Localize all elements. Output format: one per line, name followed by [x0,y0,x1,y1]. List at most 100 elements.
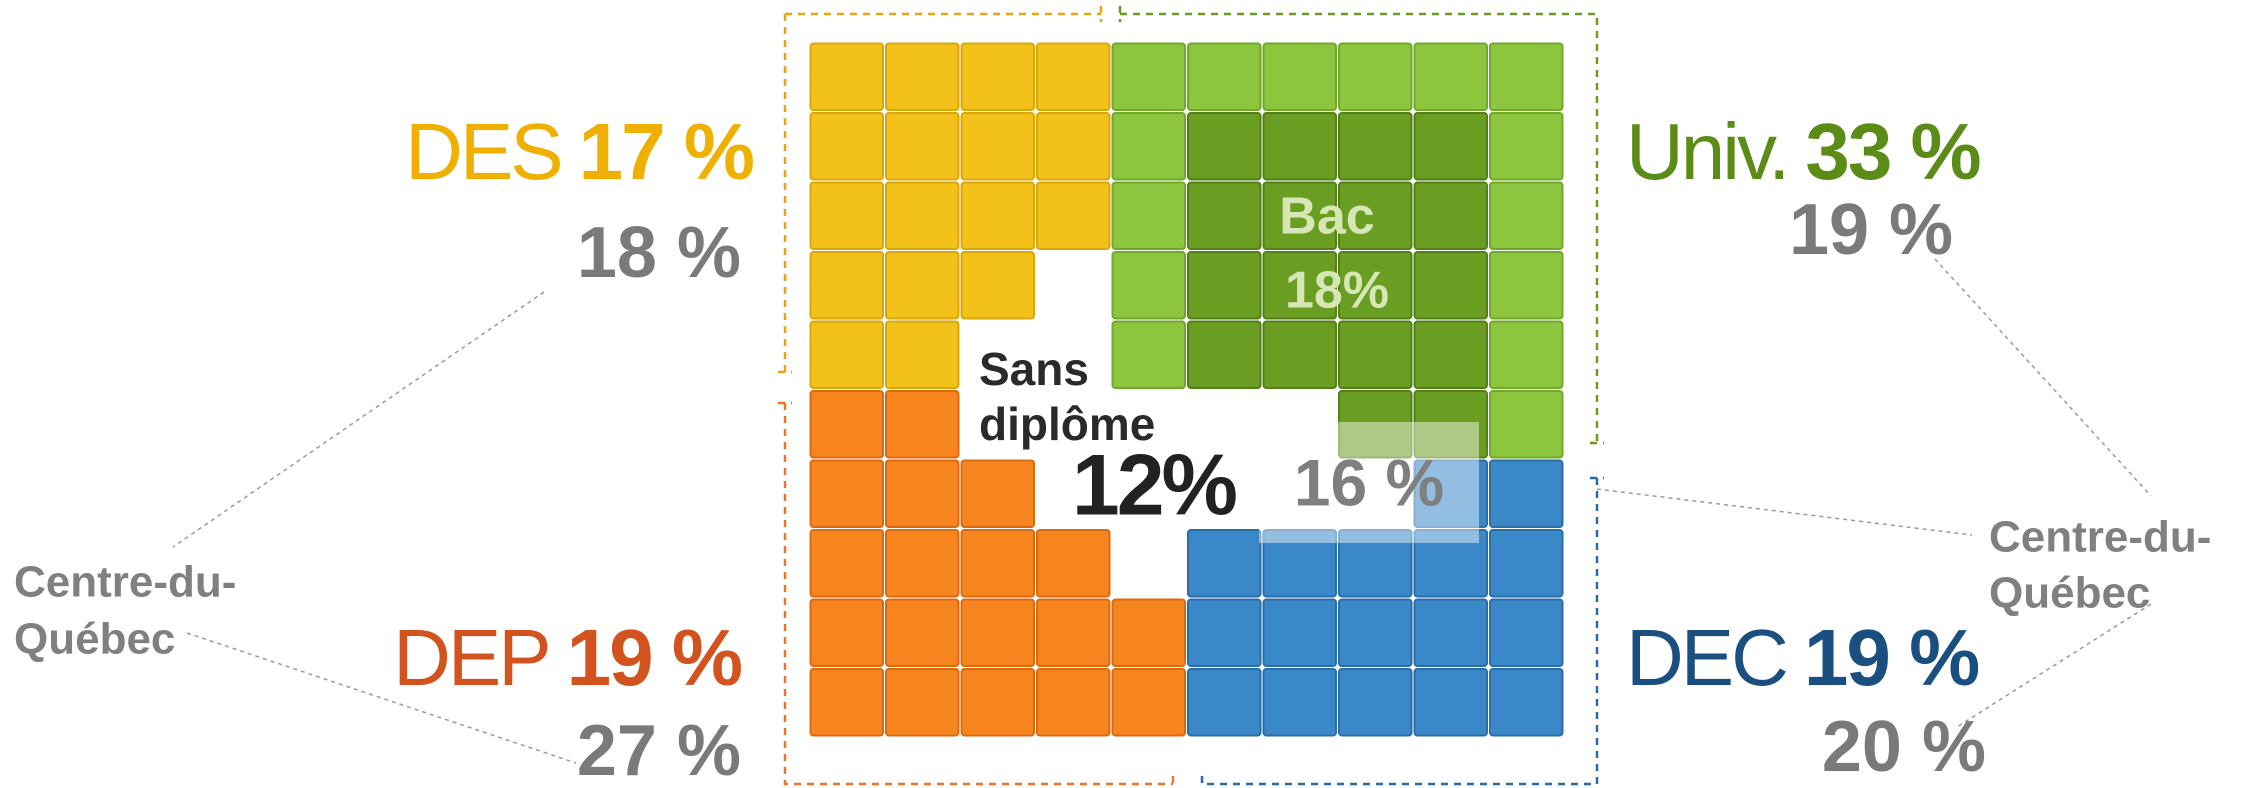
cube [1188,113,1261,180]
cube [811,600,884,667]
cube [1339,600,1412,667]
infographic: DES17 % 18 % Univ.33 % 19 % DEP19 % 27 %… [0,0,2256,788]
cube [886,461,959,528]
sans-value: 12% [1072,438,1237,534]
cube [962,113,1035,180]
cube [811,252,884,319]
cube [1490,44,1563,111]
cube [886,252,959,319]
cube [1188,669,1261,736]
sans-regional: 16 % [1294,445,1444,519]
cube [1113,669,1186,736]
cube [1415,113,1488,180]
group-value: 33 % [1805,107,1980,196]
cube [962,600,1035,667]
regional-value: 20 % [1822,707,1986,787]
cube [1264,113,1337,180]
cube [886,391,959,458]
cube [1490,113,1563,180]
guide-line [1957,604,2151,727]
cube [1037,113,1110,180]
cube [1415,183,1488,250]
cube [962,183,1035,250]
cube [1490,669,1563,736]
cube [1037,669,1110,736]
cube [1490,530,1563,597]
regional-value: 19 % [1789,190,1953,270]
group-value: 17 % [579,107,754,196]
cube [1264,44,1337,111]
cube [811,391,884,458]
bac-value: 18% [1285,262,1389,320]
cube [962,530,1035,597]
cube [1415,600,1488,667]
cube [1339,669,1412,736]
cube [1264,669,1337,736]
group-value: 19 % [1804,613,1979,702]
cube [1490,391,1563,458]
cube [886,669,959,736]
cube [1188,44,1261,111]
cube [1339,322,1412,389]
cube [1037,183,1110,250]
region-label: Québec [14,615,175,664]
cube [886,183,959,250]
bac-name: Bac [1279,188,1374,246]
cube [1113,600,1186,667]
cube [811,669,884,736]
cube [1339,113,1412,180]
cube [811,183,884,250]
region-label: Québec [1989,569,2150,618]
cube [811,322,884,389]
sans-label: Sans [979,343,1089,395]
cube [1188,183,1261,250]
cube [1415,669,1488,736]
guide-line [1597,489,1972,535]
guide-line [173,292,544,547]
cube [811,113,884,180]
cube-grid [811,44,1563,736]
cube [1415,44,1488,111]
cube [962,669,1035,736]
cube [811,44,884,111]
regional-value: 18 % [577,213,741,293]
label-univ: Univ.33 % [1626,107,1981,196]
cube [886,113,959,180]
cube [1113,44,1186,111]
cube [1339,44,1412,111]
group-value: 19 % [567,613,742,702]
cube [1037,44,1110,111]
cube [1490,183,1563,250]
group-name: DES [405,107,561,196]
cube [1188,600,1261,667]
cube [1113,183,1186,250]
cube [886,530,959,597]
cube [1188,252,1261,319]
cube [1188,530,1261,597]
cube [1113,322,1186,389]
cube [1113,113,1186,180]
cube [1037,600,1110,667]
cube [962,44,1035,111]
cube [962,252,1035,319]
cube [1490,252,1563,319]
cube [962,461,1035,528]
group-name: DEP [393,613,549,702]
cube [1264,322,1337,389]
cube [1113,252,1186,319]
cube [1037,530,1110,597]
cube [1490,461,1563,528]
cube [886,322,959,389]
cube [811,461,884,528]
region-label: Centre-du- [14,558,236,607]
cube [1188,322,1261,389]
cube [886,600,959,667]
group-name: DEC [1626,613,1786,702]
cube [811,530,884,597]
region-label: Centre-du- [1989,513,2211,562]
group-name: Univ. [1626,107,1787,196]
cube [1415,252,1488,319]
